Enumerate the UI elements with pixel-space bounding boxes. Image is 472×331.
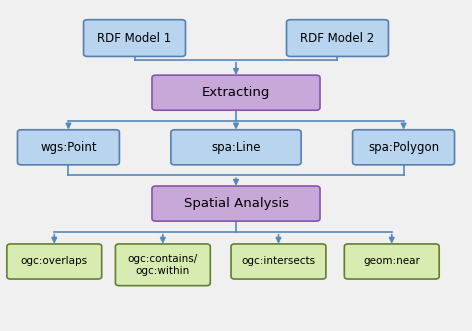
Text: wgs:Point: wgs:Point xyxy=(40,141,97,154)
Text: ogc:contains/
ogc:within: ogc:contains/ ogc:within xyxy=(128,254,198,276)
FancyBboxPatch shape xyxy=(84,20,185,56)
FancyBboxPatch shape xyxy=(353,130,455,165)
FancyBboxPatch shape xyxy=(152,75,320,110)
Text: ogc:intersects: ogc:intersects xyxy=(241,257,316,266)
Text: RDF Model 1: RDF Model 1 xyxy=(97,31,172,45)
FancyBboxPatch shape xyxy=(171,130,301,165)
FancyBboxPatch shape xyxy=(287,20,388,56)
Text: spa:Line: spa:Line xyxy=(211,141,261,154)
Text: spa:Polygon: spa:Polygon xyxy=(368,141,439,154)
Text: RDF Model 2: RDF Model 2 xyxy=(300,31,375,45)
FancyBboxPatch shape xyxy=(231,244,326,279)
Text: geom:near: geom:near xyxy=(363,257,420,266)
FancyBboxPatch shape xyxy=(344,244,439,279)
Text: Extracting: Extracting xyxy=(202,86,270,99)
FancyBboxPatch shape xyxy=(152,186,320,221)
Text: ogc:overlaps: ogc:overlaps xyxy=(21,257,88,266)
Text: Spatial Analysis: Spatial Analysis xyxy=(184,197,288,210)
FancyBboxPatch shape xyxy=(7,244,102,279)
FancyBboxPatch shape xyxy=(17,130,119,165)
FancyBboxPatch shape xyxy=(115,244,210,286)
